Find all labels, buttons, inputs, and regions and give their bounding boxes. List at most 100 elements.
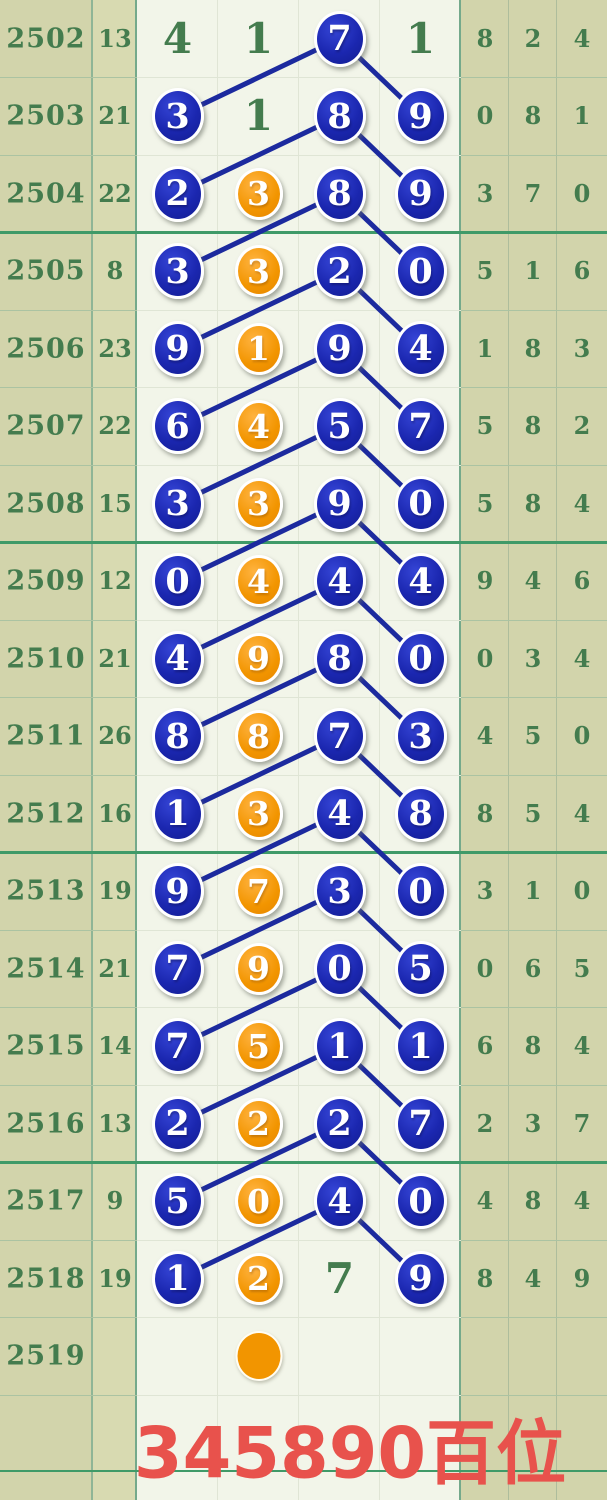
- trend-line: [175, 423, 342, 507]
- trend-line: [175, 501, 342, 584]
- trend-line: [175, 1043, 342, 1127]
- sum-value: 21: [98, 953, 132, 983]
- sum-value: 9: [106, 1186, 124, 1216]
- grid-line-h: [137, 697, 461, 698]
- right-digit: 4: [476, 1186, 494, 1216]
- chart-footer-title: 345890百位: [133, 1412, 567, 1495]
- grid-line-h: [137, 1084, 461, 1086]
- right-digit: 4: [573, 1031, 591, 1061]
- grid-line-h: [0, 1007, 137, 1008]
- ball-blue: 7: [151, 940, 204, 997]
- grid-line-h: [137, 154, 461, 156]
- ball-blue: 8: [313, 88, 366, 145]
- sum-value: 16: [98, 798, 132, 828]
- right-digit: 3: [476, 876, 494, 906]
- right-digit: 1: [524, 876, 542, 906]
- grid-line-v: [298, 0, 299, 1500]
- ball-blue: 4: [313, 785, 366, 842]
- grid-line-h: [461, 774, 607, 776]
- right-digit: 8: [476, 1263, 494, 1293]
- ball-blue: 2: [313, 1095, 366, 1152]
- grid-line-h: [0, 774, 137, 776]
- ball-blue: 4: [313, 1173, 366, 1230]
- sum-value: 22: [98, 411, 132, 441]
- ball-orange: 3: [234, 477, 283, 530]
- group-separator: [0, 541, 607, 544]
- right-digit: 6: [573, 566, 591, 596]
- ball-blue: 7: [151, 1018, 204, 1075]
- ball-orange: 4: [234, 400, 283, 453]
- right-digit: 1: [524, 256, 542, 286]
- grid-line-h: [137, 1317, 461, 1318]
- grid-line-h: [137, 1007, 461, 1008]
- ball-blue: 2: [151, 1095, 204, 1152]
- grid-line-h: [461, 697, 607, 698]
- sum-value: 13: [98, 23, 132, 53]
- grid-line-h: [0, 1317, 137, 1318]
- right-digit: 7: [573, 1108, 591, 1138]
- ball-blue: 8: [394, 785, 447, 842]
- right-digit: 8: [524, 1031, 542, 1061]
- chart-number: 1: [405, 13, 436, 63]
- ball-orange: 3: [234, 167, 283, 220]
- period-label: 2509: [6, 565, 86, 597]
- right-digit: 8: [476, 23, 494, 53]
- ball-orange: 3: [234, 245, 283, 298]
- ball-blue: 3: [313, 863, 366, 920]
- grid-line-h: [461, 1394, 607, 1396]
- grid-line-v: [556, 0, 557, 1500]
- ball-orange: 0: [234, 1175, 283, 1228]
- right-digit: 0: [476, 101, 494, 131]
- grid-line-h: [0, 929, 137, 931]
- group-separator: [0, 231, 607, 234]
- ball-orange: 9: [234, 632, 283, 685]
- grid-line-h: [461, 309, 607, 311]
- grid-line-h: [461, 387, 607, 388]
- grid-line-v: [459, 0, 461, 1500]
- period-label: 2504: [6, 178, 86, 210]
- ball-blue: 0: [394, 1173, 447, 1230]
- right-digit: 0: [573, 721, 591, 751]
- sum-value: 22: [98, 178, 132, 208]
- right-digit: 2: [573, 411, 591, 441]
- grid-line-h: [0, 1394, 137, 1396]
- period-label: 2505: [6, 255, 86, 287]
- right-digit: 0: [476, 643, 494, 673]
- right-digit: 8: [524, 333, 542, 363]
- ball-blue: 0: [394, 863, 447, 920]
- right-digit: 6: [524, 953, 542, 983]
- grid-line-h: [0, 1084, 137, 1086]
- period-label: 2503: [6, 100, 86, 132]
- grid-line-h: [0, 309, 137, 311]
- ball-blue: 5: [394, 940, 447, 997]
- ball-blue: 9: [394, 88, 447, 145]
- right-digit: 0: [573, 178, 591, 208]
- ball-blue: 3: [394, 708, 447, 765]
- trend-line: [175, 888, 342, 972]
- period-label: 2510: [6, 643, 86, 675]
- ball-blue: 3: [151, 88, 204, 145]
- right-digit: 8: [524, 1186, 542, 1216]
- grid-line-h: [137, 774, 461, 776]
- grid-line-h: [0, 619, 137, 621]
- ball-blue: 9: [394, 165, 447, 222]
- right-digit: 4: [476, 721, 494, 751]
- sum-value: 21: [98, 643, 132, 673]
- grid-line-h: [0, 387, 137, 388]
- period-label: 2516: [6, 1108, 86, 1140]
- right-digit: 8: [476, 798, 494, 828]
- grid-line-h: [461, 1007, 607, 1008]
- ball-orange: 5: [234, 1020, 283, 1073]
- grid-line-v: [508, 0, 509, 1500]
- grid-line-h: [137, 77, 461, 78]
- right-digit: 0: [573, 876, 591, 906]
- grid-line-h: [461, 929, 607, 931]
- period-label: 2507: [6, 410, 86, 442]
- right-digit: 5: [476, 488, 494, 518]
- right-digit: 5: [524, 798, 542, 828]
- ball-blue: 5: [313, 398, 366, 455]
- right-digit: 5: [524, 721, 542, 751]
- sum-value: 14: [98, 1031, 132, 1061]
- ball-blue: 7: [313, 708, 366, 765]
